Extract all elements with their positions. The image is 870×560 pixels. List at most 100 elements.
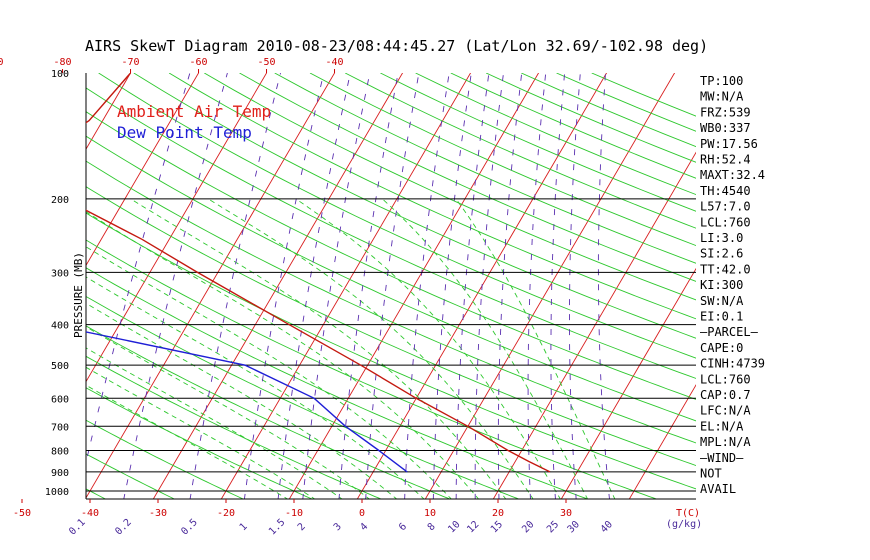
mixing-ratio-label: 0.1 [67,517,88,538]
top-tick-label: -90 [0,57,4,68]
dry-adiabat-line [380,73,696,212]
mixing-ratio-lines [86,73,610,499]
bottom-tick-label: -20 [217,508,235,519]
index-line: LFC:N/A [700,404,751,418]
mixing-ratio-line [365,73,420,499]
mixing-ratio-label: 4 [358,521,370,533]
mixing-ratio-line [550,73,566,499]
pressure-tick-label: 1000 [45,487,69,498]
index-line: TP:100 [700,74,743,88]
y-axis-label: PRESSURE (MB) [72,252,85,338]
moist-adiabat-line [86,347,343,499]
moist-adiabat-line [86,276,425,499]
index-line: MAXT:32.4 [700,168,765,182]
dry-adiabat-line [521,73,696,148]
mixing-ratio-label: 20 [520,519,536,535]
dry-adiabat-line [86,186,696,467]
dry-adiabat-line [168,73,696,320]
mixing-ratio-line [432,73,472,499]
index-line: TT:42.0 [700,262,751,276]
dry-adiabat-line [86,135,696,422]
mixing-ratio-label: 40 [599,519,615,535]
pressure-tick-label: 900 [51,468,69,479]
mixing-ratio-label: 0.5 [179,517,200,538]
moist-adiabat-line [130,198,507,499]
index-line: WB0:337 [700,121,751,135]
isotherm-line [628,384,696,499]
index-line: PW:17.56 [700,137,758,151]
bottom-tick-label: 10 [424,508,436,519]
bottom-tick-label: 0 [359,508,365,519]
isotherm-line [288,73,540,499]
mixing-ratio-label: 30 [566,519,582,535]
mixing-ratio-line [497,73,523,499]
pressure-tick-label: 400 [51,321,69,332]
pressure-tick-label: 300 [51,268,69,279]
moist-adiabat-line [207,198,534,499]
legend-entry: Dew Point Temp [117,123,252,142]
mixing-ratio-label: 3 [332,521,344,533]
moist-adiabat-line [86,384,289,499]
index-line: SI:2.6 [700,247,743,261]
dry-adiabat-line [86,419,245,499]
top-temperature-axis: -120-110-100-90-80-70-60-50-40 [0,57,344,73]
bottom-tick-label: -30 [149,508,167,519]
mixing-ratio-line [404,73,450,499]
chart-title: AIRS SkewT Diagram 2010-08-23/08:44:45.2… [85,37,708,55]
moist-adiabat-line [295,198,561,499]
dry-adiabat-line [98,73,696,359]
index-line: FRZ:539 [700,105,751,119]
top-tick-label: -50 [257,57,275,68]
moist-adiabat-line [86,326,370,499]
index-line: CAP:0.7 [700,388,751,402]
dry-adiabat-line [239,73,696,282]
dry-adiabat-line [86,295,520,499]
moist-adiabat-line [86,211,480,499]
moist-adiabat-line [455,198,616,499]
top-tick-label: -70 [121,57,139,68]
pressure-axis: 100 200 300 400 500 600 700 800 900 1000 [45,69,69,498]
mixing-ratio-label: 0.2 [113,517,134,538]
index-line: LI:3.0 [700,231,743,245]
top-tick-label: -80 [53,57,71,68]
index-line: SW:N/A [700,294,744,308]
mixing-ratio-label: 12 [465,519,481,535]
dry-adiabat-line [86,239,658,499]
isotherm-line [356,73,608,499]
index-line: CINH:4739 [700,357,765,371]
moist-adiabat-line [381,198,589,499]
mixing-ratio-line [123,73,228,499]
dry-adiabat-line [309,73,696,247]
moist-adiabat-line [86,302,398,499]
isotherm-line [560,267,696,499]
dry-adiabat-line [344,73,696,229]
mixing-ratio-label: 25 [545,519,561,535]
dry-adiabat-line [133,73,696,339]
mixing-ratio-line [455,73,490,499]
index-line: LCL:760 [700,215,751,229]
index-line: AVAIL [700,482,736,496]
legend-entry: Ambient Air Temp [117,102,271,121]
pressure-tick-label: 500 [51,361,69,372]
dry-adiabat-line [485,73,696,163]
pressure-tick-label: 100 [51,69,69,80]
bottom-tick-label: 30 [560,508,572,519]
index-line: –WIND– [700,451,744,465]
index-line: EI:0.1 [700,310,743,324]
mixing-ratio-label: 10 [446,519,462,535]
index-line: CAPE:0 [700,341,743,355]
isotherm-line [86,73,200,267]
dry-adiabat-line [274,73,696,264]
dry-adiabat-line [86,488,107,499]
isotherm-line [492,151,696,499]
bottom-axes: -50 -40 -30 -20 -10 0 10 20 30 T(C) 0.1 0.2 0.5 1 1.5 2… [13,499,702,538]
profile-lines [86,73,551,473]
index-line: MPL:N/A [700,435,751,449]
isotherm-line [86,73,132,151]
pressure-tick-label: 800 [51,446,69,457]
mixing-ratio-label: 15 [489,519,505,535]
isotherm-line [0,64,68,500]
mixing-ratio-label: 1.5 [267,517,288,538]
